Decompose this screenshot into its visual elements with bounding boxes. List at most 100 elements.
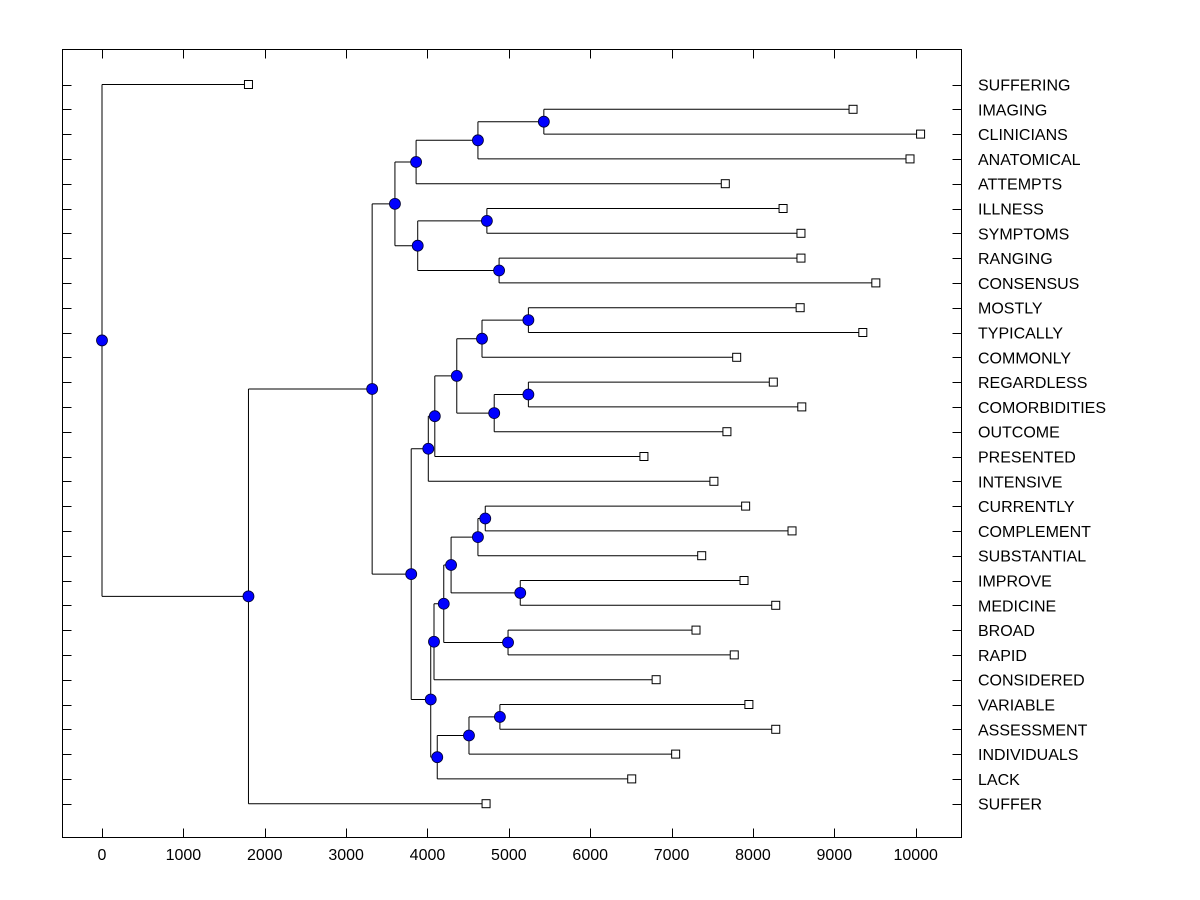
leaf-label: ATTEMPTS [978, 177, 1062, 194]
leaf-marker [671, 749, 681, 759]
leaf-marker [243, 80, 253, 89]
x-tick-label: 9000 [817, 847, 853, 864]
leaf-label: IMPROVE [978, 574, 1052, 591]
leaf-label: ASSESSMENT [978, 722, 1088, 739]
leaf-marker [697, 551, 707, 561]
leaf-marker [916, 129, 926, 139]
cluster-node [96, 334, 108, 347]
leaf-label: ANATOMICAL [978, 152, 1081, 169]
x-tick-label: 4000 [410, 847, 446, 864]
cluster-node [537, 115, 550, 128]
x-tick-label: 7000 [654, 847, 690, 864]
leaf-labels: SUFFERING IMAGING CLINICIANS ANATOMICAL ATTE… [978, 78, 1106, 814]
cluster-node [502, 636, 514, 649]
leaf-marker [858, 328, 868, 337]
leaf-label: SUFFERING [978, 78, 1070, 95]
leaf-marker [795, 303, 805, 313]
leaf-label: COMPLEMENT [978, 524, 1091, 541]
cluster-node [493, 711, 506, 723]
leaf-marker [771, 600, 781, 610]
leaf-label: VARIABLE [978, 698, 1055, 715]
leaf-label: IMAGING [978, 102, 1047, 119]
leaf-label: RAPID [978, 648, 1027, 665]
leaf-marker [768, 377, 778, 387]
leaf-label: SUBSTANTIAL [978, 549, 1086, 566]
x-tick-label: 0 [98, 847, 107, 864]
leaf-label: CONSENSUS [978, 276, 1079, 293]
leaf-label: INTENSIVE [978, 474, 1062, 491]
cluster-node [410, 156, 422, 168]
leaf-label: REGARDLESS [978, 375, 1087, 392]
leaf-markers [243, 80, 926, 809]
leaf-marker [771, 724, 781, 734]
cluster-node [472, 134, 484, 147]
cluster-node [242, 590, 255, 603]
leaf-marker [627, 774, 637, 784]
cluster-node [428, 635, 440, 648]
x-tick-label: 6000 [572, 847, 608, 864]
cluster-node [428, 410, 441, 423]
x-tick-label: 10000 [893, 847, 938, 864]
x-tick-label: 3000 [328, 847, 364, 864]
leaf-marker [739, 576, 749, 585]
plot-frame [62, 49, 962, 838]
cluster-node [450, 369, 463, 382]
leaf-label: SUFFER [978, 797, 1042, 814]
cluster-node [389, 197, 401, 210]
leaf-marker [639, 452, 649, 461]
leaf-marker [778, 204, 788, 213]
leaf-label: PRESENTED [978, 450, 1076, 467]
leaf-label: OUTCOME [978, 425, 1060, 442]
leaf-marker [796, 228, 806, 238]
leaf-marker [797, 402, 807, 412]
leaf-marker [722, 427, 732, 437]
leaf-marker [787, 526, 797, 536]
leaf-marker [744, 700, 754, 709]
x-tick-labels: 0 1000 2000 3000 4000 5000 6000 7000 8000 9000 100… [98, 847, 938, 864]
cluster-node [422, 442, 435, 455]
cluster-node [476, 332, 488, 345]
leaf-marker [729, 650, 739, 660]
cluster-node [479, 512, 492, 525]
leaf-label: ILLNESS [978, 202, 1044, 219]
leaf-label: TYPICALLY [978, 326, 1063, 343]
leaf-marker [651, 675, 661, 685]
leaf-label: CLINICIANS [978, 127, 1068, 144]
leaf-label: SYMPTOMS [978, 226, 1069, 243]
leaf-label: INDIVIDUALS [978, 747, 1078, 764]
leaf-label: BROAD [978, 623, 1035, 640]
cluster-node [472, 531, 484, 543]
leaf-label: CURRENTLY [978, 499, 1075, 516]
cluster-node [437, 597, 450, 610]
cluster-node [522, 314, 535, 327]
leaf-marker [709, 476, 719, 486]
x-tick-label: 2000 [247, 847, 283, 864]
leaf-marker [732, 352, 742, 362]
cluster-node [522, 388, 535, 401]
tree-links [101, 84, 921, 805]
leaf-marker [796, 253, 806, 263]
leaf-label: CONSIDERED [978, 673, 1085, 690]
axis-ticks [62, 49, 962, 838]
cluster-node [431, 751, 444, 764]
leaf-marker [481, 799, 491, 809]
leaf-label: COMORBIDITIES [978, 400, 1106, 417]
cluster-node [514, 587, 527, 599]
leaf-marker [741, 501, 751, 511]
leaf-marker [720, 179, 730, 189]
cluster-node [463, 729, 475, 742]
cluster-node [480, 214, 493, 227]
leaf-label: COMMONLY [978, 350, 1071, 367]
leaf-label: MEDICINE [978, 598, 1056, 615]
cluster-node [493, 264, 505, 277]
cluster-node [411, 239, 424, 252]
node-markers [96, 115, 550, 764]
leaf-marker [848, 104, 858, 114]
x-tick-label: 8000 [735, 847, 771, 864]
cluster-node [424, 693, 437, 706]
cluster-node [445, 559, 457, 571]
x-tick-label: 1000 [166, 847, 202, 864]
cluster-node [405, 568, 418, 581]
x-tick-label: 5000 [491, 847, 527, 864]
